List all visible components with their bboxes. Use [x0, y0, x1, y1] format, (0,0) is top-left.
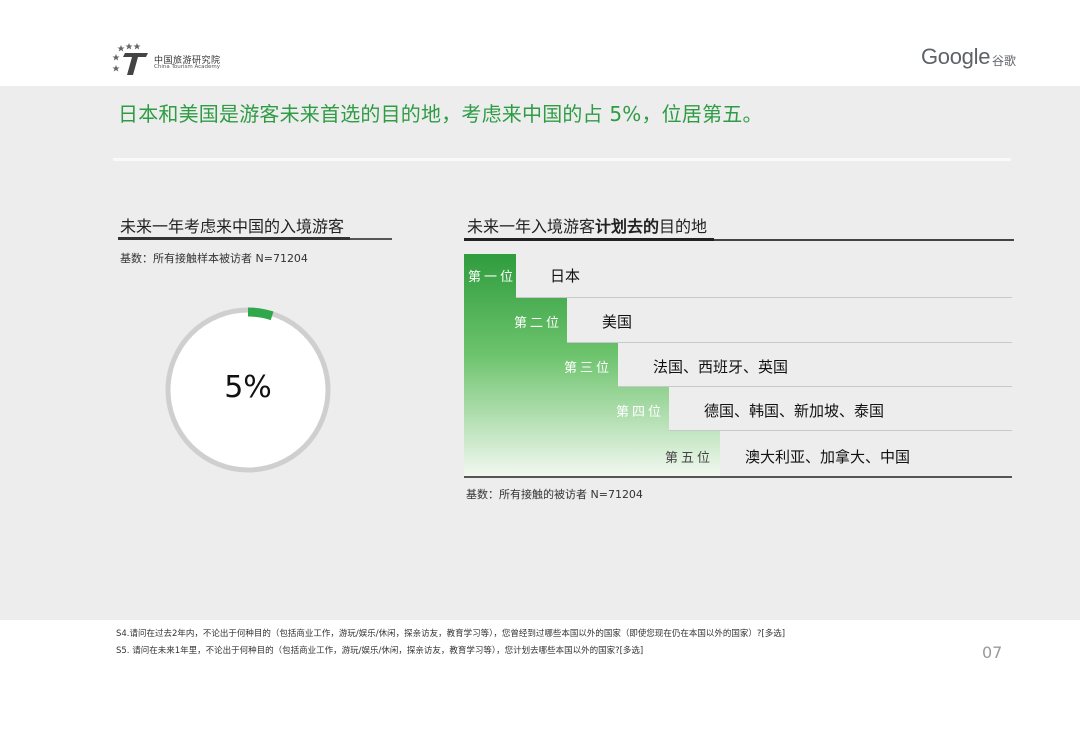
page-title: 日本和美国是游客未来首选的目的地，考虑来中国的占 5%，位居第五。 [118, 102, 763, 126]
rank-destination-5: 澳大利亚、加拿大、中国 [745, 448, 911, 466]
google-cn-label: 谷歌 [992, 54, 1017, 68]
donut-fill [168, 310, 328, 470]
right-title-post: 目的地 [659, 217, 708, 236]
rank-label-4: 第四位 [616, 405, 665, 420]
left-section-title: 未来一年考虑来中国的入境游客 [120, 217, 345, 236]
rank-divider [669, 430, 1012, 431]
rank-divider [618, 386, 1012, 387]
org-name-cn: 中国旅游研究院 [154, 56, 221, 66]
percentage-donut [165, 307, 331, 473]
title-divider [113, 158, 1011, 161]
right-title-pre: 未来一年入境游客 [467, 217, 596, 236]
rank-label-2: 第二位 [514, 316, 563, 331]
rank-label-1: 第一位 [468, 270, 517, 285]
rank-destination-4: 德国、韩国、新加坡、泰国 [704, 402, 885, 420]
right-section-rule-accent [464, 238, 714, 241]
china-tourism-academy-logo-icon [112, 43, 148, 75]
left-base-note: 基数：所有接触样本被访者 N=71204 [120, 252, 308, 265]
page-header: 中国旅游研究院 China Tourism Academy Google 谷歌 [0, 0, 1080, 86]
donut-value-arc [247, 307, 274, 321]
staircase-baseline [464, 476, 1012, 478]
rank-label-3: 第三位 [564, 361, 613, 376]
left-section-rule-accent [118, 237, 350, 240]
right-title-bold: 计划去的 [595, 217, 660, 236]
rank-destination-2: 美国 [602, 313, 633, 331]
rank-destination-3: 法国、西班牙、英国 [653, 358, 789, 376]
footnote-s4: S4.请问在过去2年内，不论出于何种目的（包括商业工作，游玩/娱乐/休闲，探亲访… [116, 629, 786, 639]
staircase-graphic [464, 254, 720, 476]
org-name-en: China Tourism Academy [154, 64, 221, 70]
rank-divider [516, 297, 1012, 298]
rank-label-5: 第五位 [665, 451, 714, 466]
page-number: 07 [982, 643, 1003, 662]
footnote-s5: S5. 请问在未来1年里，不论出于何种目的（包括商业工作，游玩/娱乐/休闲，探亲… [116, 646, 644, 656]
right-section-title: 未来一年入境游客计划去的目的地 [467, 213, 707, 237]
right-section-rule [464, 239, 1014, 241]
rank-destination-1: 日本 [550, 267, 581, 285]
google-logo: Google [921, 44, 991, 69]
rank-divider [567, 342, 1012, 343]
donut-value: 5% [224, 370, 272, 405]
ranking-staircase: 第一位 日本 第二位 美国 第三位 法国、西班牙、英国 第四位 德国、韩国、新加… [464, 254, 1012, 476]
right-base-note: 基数：所有接触的被访者 N=71204 [466, 488, 643, 501]
